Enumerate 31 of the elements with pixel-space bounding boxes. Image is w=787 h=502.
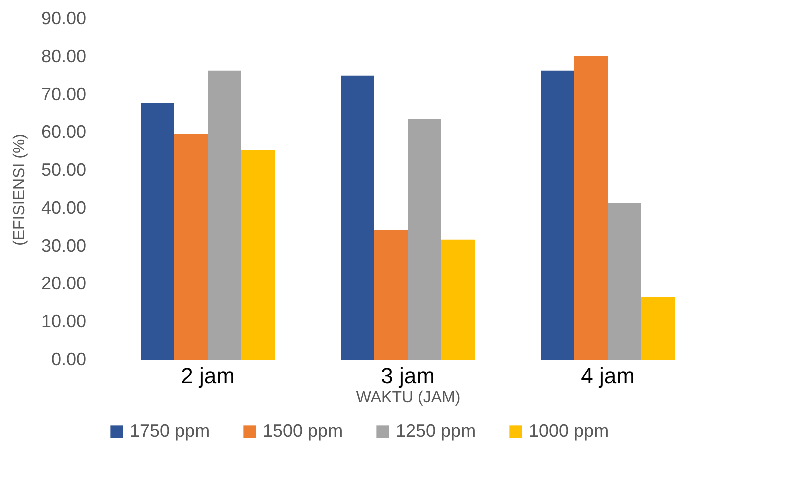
bar xyxy=(642,297,675,360)
bar xyxy=(574,56,608,360)
y-tick-label: 60.00 xyxy=(41,122,86,142)
y-tick-label: 90.00 xyxy=(41,8,86,28)
y-tick-label: 0.00 xyxy=(51,350,86,370)
bar xyxy=(208,70,242,360)
x-tick-label: 4 jam xyxy=(581,364,635,388)
bar xyxy=(541,70,574,360)
y-tick-label: 20.00 xyxy=(41,274,86,294)
bar xyxy=(341,76,374,360)
legend-label: 1000 ppm xyxy=(529,421,610,441)
bar xyxy=(374,230,408,360)
bar xyxy=(442,240,475,360)
x-tick-label: 3 jam xyxy=(381,364,435,388)
bar xyxy=(608,203,642,360)
legend-label: 1500 ppm xyxy=(263,421,344,441)
x-axis-title: WAKTU (JAM) xyxy=(356,390,461,406)
y-tick-label: 50.00 xyxy=(41,160,86,180)
bar xyxy=(174,134,208,360)
y-tick-label: 10.00 xyxy=(41,312,86,332)
y-tick-label: 70.00 xyxy=(41,84,86,104)
bar xyxy=(408,119,442,360)
legend-label: 1250 ppm xyxy=(396,421,476,441)
y-tick-label: 30.00 xyxy=(41,236,86,256)
y-tick-label: 40.00 xyxy=(41,198,86,218)
bar xyxy=(141,103,174,360)
y-tick-label: 80.00 xyxy=(41,46,86,66)
bar xyxy=(242,150,275,360)
y-axis-title: (EFISIENSI (%) xyxy=(11,134,28,246)
x-tick-label: 2 jam xyxy=(181,364,235,388)
legend-label: 1750 ppm xyxy=(130,421,210,441)
